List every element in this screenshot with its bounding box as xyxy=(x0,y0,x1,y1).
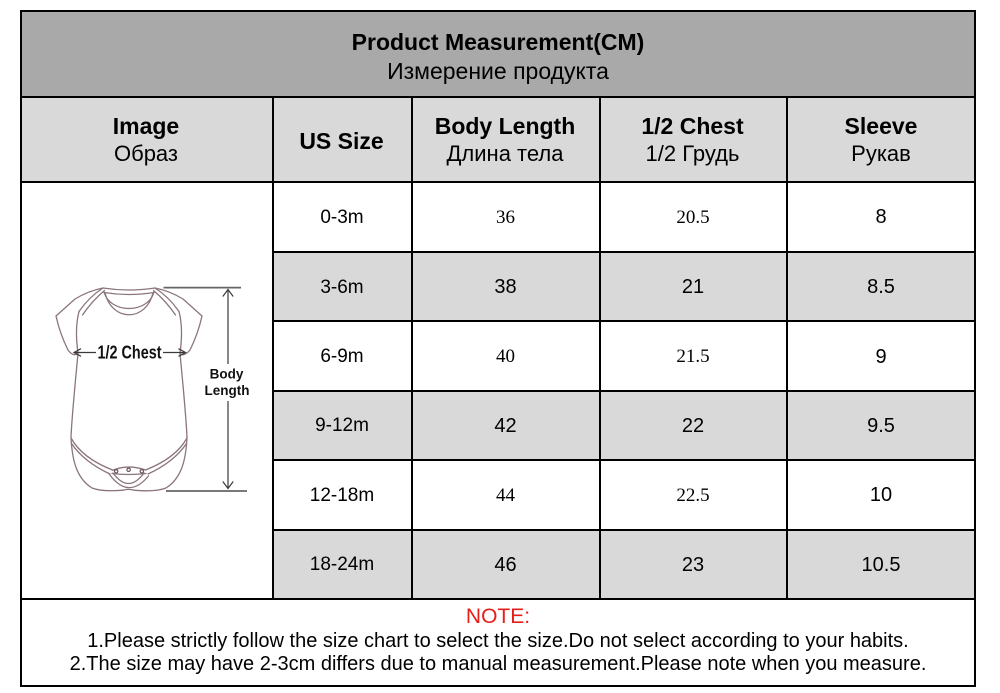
svg-text:1/2 Chest: 1/2 Chest xyxy=(98,343,162,363)
svg-text:Length: Length xyxy=(205,383,250,398)
svg-text:Body: Body xyxy=(210,367,244,382)
